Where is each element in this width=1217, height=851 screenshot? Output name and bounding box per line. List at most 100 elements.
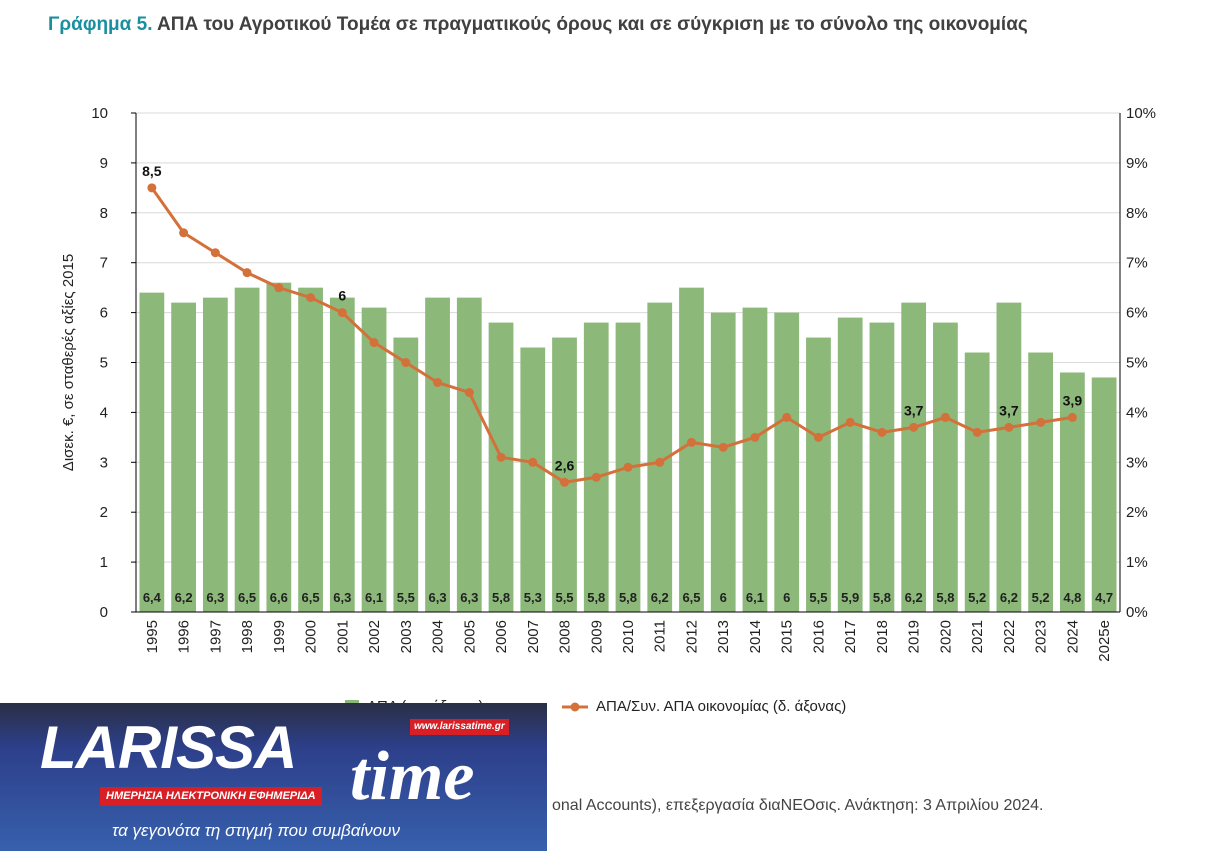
bar	[837, 317, 863, 612]
line-point	[560, 477, 570, 487]
bar-label: 6,2	[905, 590, 923, 605]
x-tick-label: 2008	[557, 620, 574, 653]
line-point	[210, 248, 220, 258]
chart: 0 0% 1 1% 2 2% 3 3% 4 4% 5 5% 6 6% 7 7% 8 8% 9 9% 10 10% Δισεκ…	[60, 105, 1156, 662]
bar	[1091, 377, 1117, 612]
x-tick-label: 2014	[747, 620, 764, 653]
bar	[1028, 352, 1054, 612]
bar-label: 5,8	[936, 590, 954, 605]
x-tick-label: 2005	[461, 620, 478, 653]
x-tick-label: 2023	[1033, 620, 1050, 653]
x-tick-label: 2010	[620, 620, 637, 653]
x-tick-label: 2009	[588, 620, 605, 653]
bar	[806, 337, 831, 612]
legend-line-label: ΑΠΑ/Συν. ΑΠΑ οικονομίας (δ. άξονας)	[596, 698, 847, 715]
x-tick-label: 1996	[176, 620, 193, 653]
bar-label: 4,7	[1095, 590, 1113, 605]
logo-slogan: τα γεγονότα τη στιγμή που συμβαίνουν	[112, 821, 401, 840]
chart-title: Γράφημα 5. ΑΠΑ του Αγροτικού Τομέα σε πρ…	[48, 14, 1028, 36]
x-tick-label: 2025e	[1096, 620, 1113, 662]
x-tick-label: 2006	[493, 620, 510, 653]
line-point	[623, 462, 633, 472]
bar	[1060, 372, 1085, 612]
larissatime-logo[interactable]: LARISSA time www.larissatime.gr ΗΜΕΡΗΣΙΑ…	[0, 703, 547, 851]
line-point	[433, 377, 443, 387]
line-point	[496, 452, 506, 462]
y-tick-label: 3	[100, 454, 108, 471]
bar-label: 6,2	[175, 590, 193, 605]
bar	[583, 322, 609, 612]
line-point	[877, 427, 887, 437]
x-tick-label: 2013	[715, 620, 732, 653]
bar	[996, 302, 1022, 612]
y-tick-label: 7	[100, 255, 108, 272]
y2-tick-label: 7%	[1126, 255, 1148, 272]
x-tick-label: 2002	[366, 620, 383, 653]
bar	[869, 322, 895, 612]
bar-label: 6,4	[143, 590, 162, 605]
y-axis-label: Δισεκ. €, σε σταθερές αξίες 2015	[60, 254, 77, 471]
bar-label: 5,5	[397, 590, 415, 605]
bar	[742, 307, 768, 612]
line-point	[909, 422, 919, 432]
y2-tick-label: 0%	[1126, 604, 1148, 621]
x-tick-label: 1997	[207, 620, 224, 653]
x-tick-label: 2012	[683, 620, 700, 653]
line-data-label: 3,9	[1063, 392, 1083, 408]
line-data-label: 3,7	[999, 402, 1019, 418]
x-tick-label: 2021	[969, 620, 986, 653]
legend-line-marker	[562, 702, 588, 711]
line-point	[528, 457, 538, 467]
x-tick-label: 1995	[144, 620, 161, 653]
line-point	[1004, 422, 1014, 432]
logo-url: www.larissatime.gr	[410, 719, 509, 735]
bar	[171, 302, 196, 612]
line-point	[940, 412, 950, 422]
y2-tick-label: 2%	[1126, 504, 1148, 521]
bar	[552, 337, 577, 612]
bar-label: 5,5	[809, 590, 827, 605]
line-data-label: 6	[338, 288, 346, 304]
line-point	[274, 283, 284, 293]
bar-label: 4,8	[1063, 590, 1081, 605]
bar-label: 6,5	[238, 590, 256, 605]
bar	[901, 302, 927, 612]
y-tick-label: 4	[100, 404, 108, 421]
bar-label: 5,2	[1032, 590, 1050, 605]
bar	[456, 297, 482, 612]
bar	[488, 322, 514, 612]
x-tick-label: 2016	[810, 620, 827, 653]
line-point	[813, 432, 823, 442]
x-tick-label: 2017	[842, 620, 859, 653]
x-tick-label: 2020	[937, 620, 954, 653]
bar	[329, 297, 355, 612]
y2-tick-label: 3%	[1126, 454, 1148, 471]
line-point	[337, 308, 347, 318]
bar-label: 5,8	[492, 590, 510, 605]
y2-tick-label: 6%	[1126, 305, 1148, 322]
bar-label: 6,2	[651, 590, 669, 605]
x-tick-label: 1999	[271, 620, 288, 653]
bar	[361, 307, 387, 612]
bar	[710, 312, 736, 612]
bar-label: 6,1	[365, 590, 383, 605]
line-point	[845, 417, 855, 427]
x-tick-label: 2015	[779, 620, 796, 653]
source-note: onal Accounts), επεξεργασία διαΝΕΟσις. Α…	[552, 797, 1044, 814]
bar	[393, 337, 419, 612]
y2-tick-label: 8%	[1126, 205, 1148, 222]
bar	[774, 312, 800, 612]
y2-tick-label: 1%	[1126, 554, 1148, 571]
bar-label: 6,3	[333, 590, 351, 605]
bar-label: 6,3	[460, 590, 478, 605]
chart-title-text: ΑΠΑ του Αγροτικού Τομέα σε πραγματικούς …	[152, 14, 1028, 35]
line-point	[242, 268, 252, 278]
x-tick-label: 2018	[874, 620, 891, 653]
bar-label: 6,1	[746, 590, 764, 605]
line-data-label: 8,5	[142, 163, 162, 179]
bar	[139, 292, 165, 612]
bar	[933, 322, 958, 612]
chart-number: Γράφημα 5.	[48, 14, 153, 35]
bar-label: 5,8	[873, 590, 891, 605]
x-tick-label: 2007	[525, 620, 542, 653]
